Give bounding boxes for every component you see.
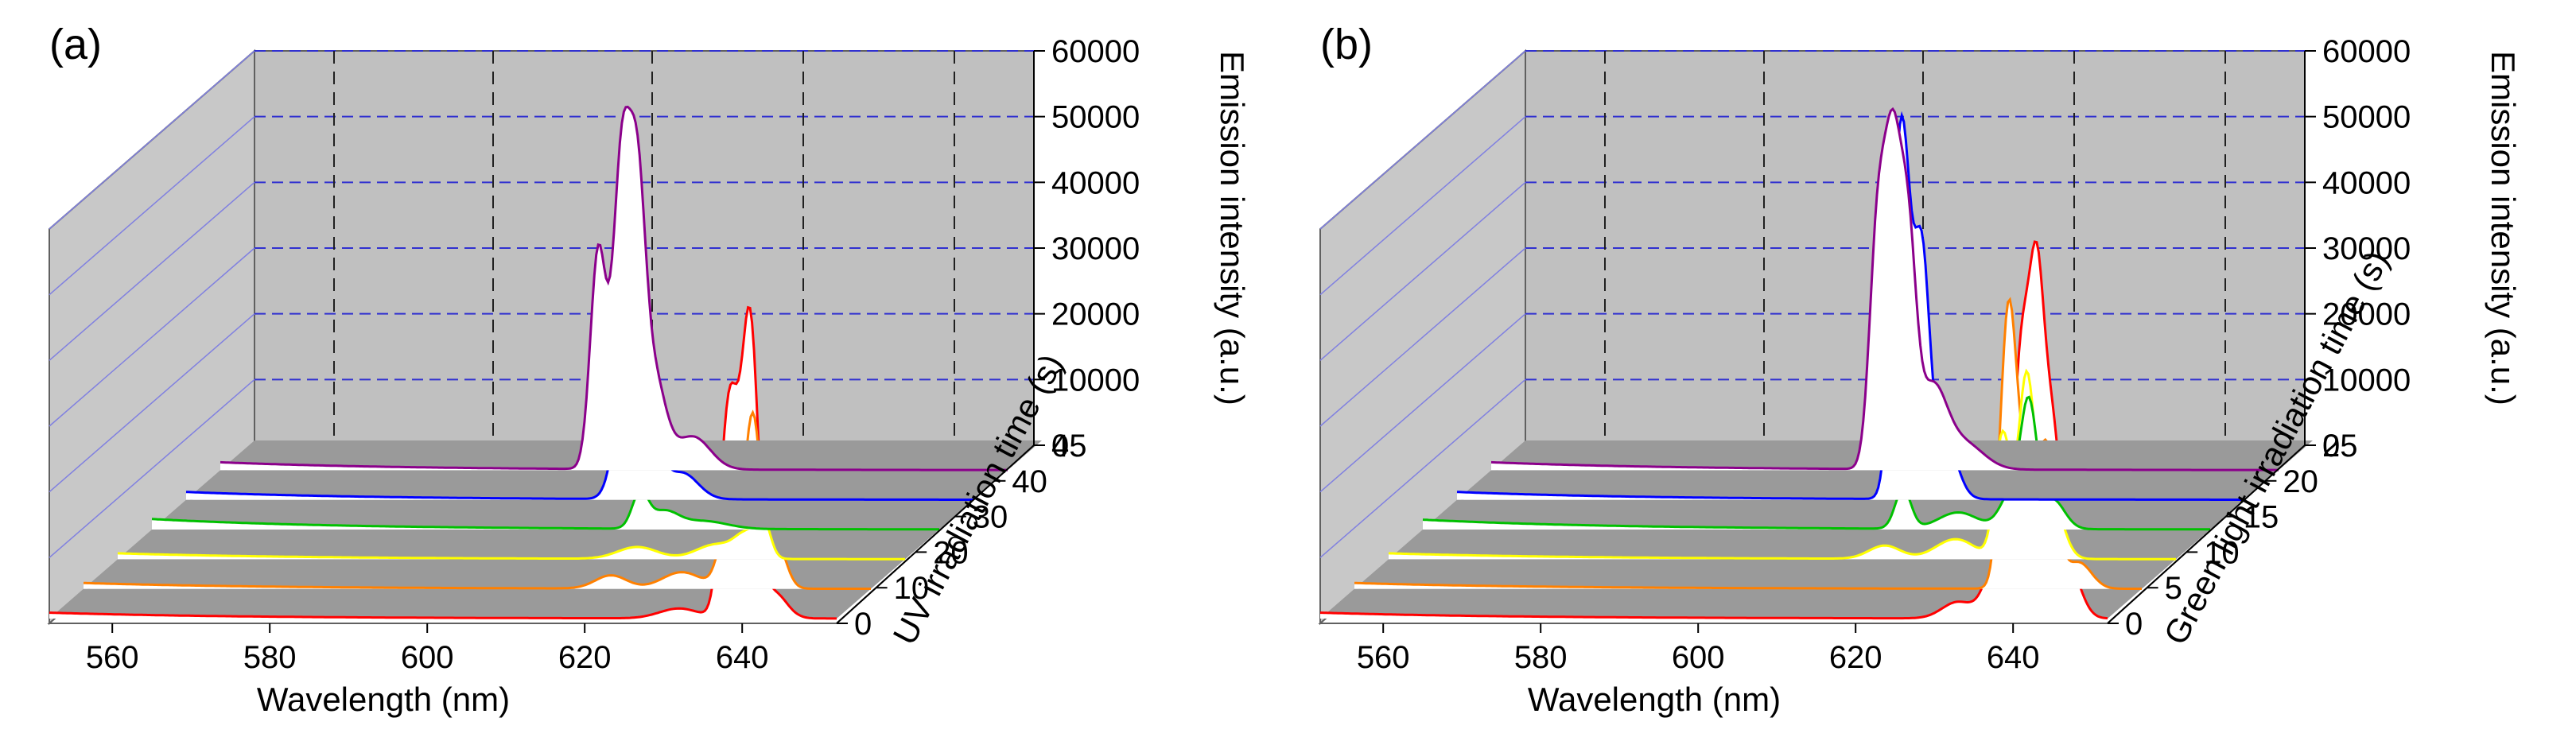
x-tick-label: 620: [1829, 640, 1882, 675]
y-tick-label: 20: [2283, 464, 2318, 499]
x-axis-title: Wavelength (nm): [1528, 681, 1781, 718]
series-line-20: [151, 489, 939, 531]
x-tick-label: 620: [558, 640, 612, 675]
grid-line-side: [1319, 50, 1526, 230]
grid-line-side: [49, 50, 255, 230]
grid-line-side: [49, 116, 255, 296]
x-tick-label: 600: [401, 640, 454, 675]
panel-label-a: (a): [49, 21, 102, 68]
z-tick-label: 30000: [2322, 231, 2411, 266]
z-tick-label: 40000: [2322, 165, 2411, 200]
y-tick-label: 0: [2125, 607, 2143, 642]
z-tick-label: 30000: [1051, 231, 1140, 266]
y-tick-label: 30: [973, 500, 1008, 535]
y-tick-label: 20: [933, 535, 969, 570]
z-tick-label: 10000: [1051, 363, 1140, 398]
grid-line-side: [1319, 313, 1526, 493]
series-fill: [1354, 299, 2142, 589]
y-tick-label: 45: [1051, 429, 1087, 464]
series-line-25: [1490, 107, 2279, 471]
z-tick-label: 50000: [1051, 100, 1140, 135]
y-tick-label: 15: [2244, 500, 2279, 535]
series-fill: [152, 490, 939, 530]
series-line-45: [49, 305, 837, 620]
x-tick-label: 560: [1357, 640, 1410, 675]
z-tick-label: 20000: [1051, 297, 1140, 332]
z-tick-label: 10000: [2322, 363, 2411, 398]
panel-label-b: (b): [1320, 21, 1373, 68]
series-floor-band: [152, 499, 973, 530]
panel-a: (a) 560 580 600 620 640 Wavelength (nm) 0 10000…: [47, 21, 1251, 718]
y-tick-label: 10: [2204, 535, 2240, 570]
x-tick-label: 640: [1987, 640, 2040, 675]
grid-line-side: [49, 247, 255, 427]
series-line-30: [117, 513, 905, 561]
y-tick-label: 0: [854, 607, 872, 642]
panel-b: (b) 560 580 600 620 640 Wavelength (nm) 0 10000…: [1318, 21, 2522, 718]
y-axis: [2107, 444, 2306, 624]
y-tick-label: 40: [1012, 464, 1047, 499]
grid-line-side: [49, 313, 255, 493]
series-floor-band: [186, 470, 1008, 500]
x-tick-label: 580: [243, 640, 297, 675]
x-tick-label: 600: [1672, 640, 1725, 675]
series-floor-band: [1389, 530, 2210, 560]
grid-line-side: [49, 378, 255, 558]
series-fill: [220, 107, 1008, 471]
grid-line-side: [49, 181, 255, 361]
z-tick-label: 40000: [1051, 165, 1140, 200]
series-floor-band: [1354, 559, 2176, 589]
y-tick-label: 5: [2165, 571, 2182, 606]
z-tick-label: 60000: [2322, 34, 2411, 69]
z-tick-label: 50000: [2322, 100, 2411, 135]
x-tick-label: 640: [716, 640, 769, 675]
series-fill: [1491, 109, 2279, 471]
x-axis-title: Wavelength (nm): [257, 681, 510, 718]
series-line-20: [1456, 111, 2244, 501]
grid-line-side: [1319, 116, 1526, 296]
z-tick-label: 20000: [2322, 297, 2411, 332]
series-line-5: [1354, 297, 2142, 590]
y-tick-label: 25: [2322, 429, 2358, 464]
series-floor-band: [1457, 470, 2279, 500]
z-tick-label: 60000: [1051, 34, 1140, 69]
y-tick-label: 10: [894, 571, 930, 606]
grid-line-side: [1319, 181, 1526, 361]
series-line-10: [185, 360, 973, 501]
grid-line-side: [1319, 247, 1526, 427]
series-line-0: [220, 105, 1008, 471]
series-fill: [118, 514, 905, 560]
x-tick-label: 560: [86, 640, 139, 675]
x-tick-label: 580: [1514, 640, 1568, 675]
y-axis: [836, 444, 1035, 624]
z-axis-title: Emission intensity (a.u.): [1214, 51, 1251, 405]
series-line-15: [1422, 395, 2210, 531]
z-tick-label: 0: [1051, 429, 1069, 464]
z-tick-label: 0: [2322, 429, 2340, 464]
series-line-0: [1320, 240, 2108, 620]
series-floor-band: [118, 530, 939, 560]
z-axis-title: Emission intensity (a.u.): [2485, 51, 2522, 405]
grid-line-side: [1319, 378, 1526, 558]
